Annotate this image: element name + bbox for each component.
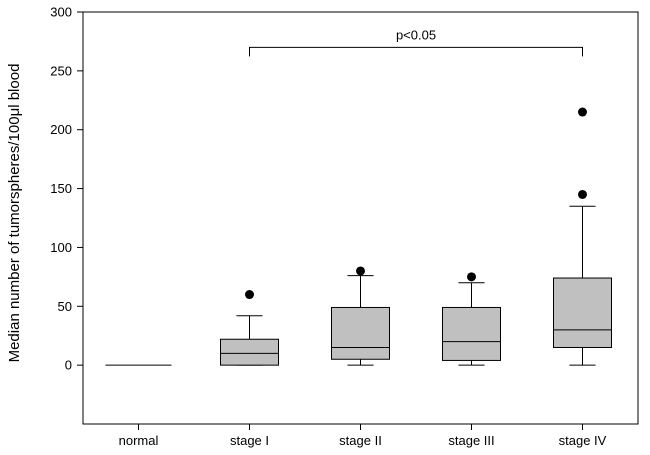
x-axis: normal stage I stage II stage III stage IV (119, 424, 607, 448)
box-iqr (220, 338, 279, 366)
box-1 (220, 290, 279, 366)
outlier-point (356, 266, 365, 276)
box-iqr (442, 306, 501, 361)
y-tick-label: 50 (58, 299, 72, 314)
significance-annotation: p<0.05 (249, 27, 583, 57)
box-3 (442, 272, 501, 366)
box-iqr (331, 306, 390, 360)
significance-label: p<0.05 (396, 27, 436, 42)
y-tick-label: 150 (50, 181, 72, 196)
y-axis: 0 50 100 150 200 250 300 (50, 5, 83, 373)
box-4 (553, 107, 612, 366)
x-category-label: stage III (448, 433, 494, 448)
x-category-label: stage I (230, 433, 269, 448)
y-tick-label: 300 (50, 5, 72, 20)
x-category-label: stage IV (559, 433, 607, 448)
boxes (105, 107, 612, 366)
outlier-point (245, 290, 254, 300)
y-tick-label: 100 (50, 240, 72, 255)
y-tick-label: 0 (65, 358, 72, 373)
box-iqr (553, 277, 612, 348)
box-2 (331, 266, 390, 366)
outlier-point (467, 272, 476, 282)
y-tick-label: 200 (50, 122, 72, 137)
outlier-point (578, 189, 587, 199)
x-category-label: normal (119, 433, 159, 448)
y-axis-title: Median number of tumorspheres/100μl bloo… (6, 64, 23, 363)
significance-bracket (249, 46, 583, 57)
x-category-label: stage II (339, 433, 382, 448)
outlier-point (578, 107, 587, 117)
y-tick-label: 250 (50, 63, 72, 78)
